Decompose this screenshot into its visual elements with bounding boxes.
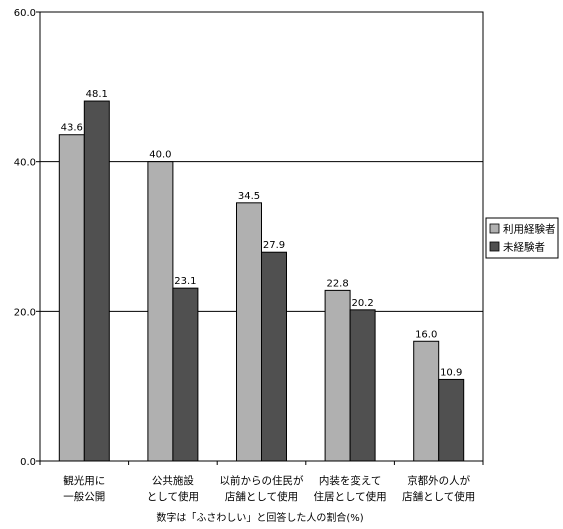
- y-tick-label: 0.0: [20, 457, 36, 468]
- category-label-3-line-1: 以前からの住民が: [220, 474, 304, 487]
- bar-series-1-cat-5: [413, 340, 440, 462]
- legend-label-series-2: 未経験者: [503, 241, 545, 254]
- category-label-2-line-1: 公共施設: [152, 474, 194, 487]
- data-label-series-1-cat-3: 34.5: [238, 191, 260, 202]
- data-labels: 43.6 40.0 34.5 22.8 16.0 48.1 23.1 27.9 20.2 10.9: [61, 89, 463, 378]
- y-tick-label: 60.0: [14, 8, 36, 19]
- data-label-series-2-cat-3: 27.9: [263, 240, 285, 251]
- data-label-series-1-cat-4: 22.8: [326, 278, 348, 289]
- category-label-2-line-2: として使用: [147, 490, 199, 503]
- bar-series-2-cat-3: [261, 251, 287, 462]
- category-labels: 観光用に一般公開公共施設として使用以前からの住民が店舗として使用内装を変えて住居…: [63, 474, 475, 503]
- category-label-4-line-1: 内装を変えて: [319, 474, 381, 487]
- footnote: 数字は「ふさわしい」と回答した人の割合(%): [156, 511, 363, 524]
- bar-series-1-cat-1: [58, 134, 85, 462]
- category-label-5-line-2: 店舗として使用: [402, 490, 475, 503]
- y-tick-label: 40.0: [14, 158, 36, 169]
- category-label-4-line-2: 住居として使用: [314, 490, 387, 503]
- category-label-3-line-2: 店舗として使用: [225, 490, 298, 503]
- legend-swatch-series-1: [489, 223, 500, 234]
- data-label-series-2-cat-2: 23.1: [174, 276, 196, 287]
- bar-series-1-cat-4: [324, 289, 351, 462]
- bar-series-1-cat-3: [236, 202, 262, 462]
- bar-series-2-cat-4: [349, 309, 376, 462]
- category-label-5-line-1: 京都外の人が: [407, 474, 470, 487]
- category-label-1-line-1: 観光用に: [63, 474, 105, 487]
- data-label-series-1-cat-5: 16.0: [415, 329, 437, 340]
- y-tick-label: 20.0: [14, 307, 36, 318]
- legend: 利用経験者 未経験者: [485, 217, 559, 259]
- bar-series-2-cat-2: [172, 287, 199, 462]
- data-label-series-2-cat-4: 20.2: [351, 298, 373, 309]
- y-axis: 0.0 20.0 40.0 60.0: [14, 8, 484, 468]
- data-label-series-2-cat-1: 48.1: [86, 89, 108, 100]
- bars: [58, 100, 465, 462]
- bar-series-2-cat-5: [438, 378, 465, 462]
- category-label-1-line-2: 一般公開: [63, 490, 105, 503]
- bar-series-1-cat-2: [147, 161, 174, 462]
- plot-area-frame: [39, 11, 484, 462]
- data-label-series-1-cat-1: 43.6: [61, 123, 83, 134]
- legend-label-series-1: 利用経験者: [503, 223, 556, 236]
- data-label-series-2-cat-5: 10.9: [440, 367, 462, 378]
- legend-swatch-series-2: [489, 241, 500, 252]
- data-label-series-1-cat-2: 40.0: [149, 150, 171, 161]
- bar-series-2-cat-1: [83, 100, 110, 462]
